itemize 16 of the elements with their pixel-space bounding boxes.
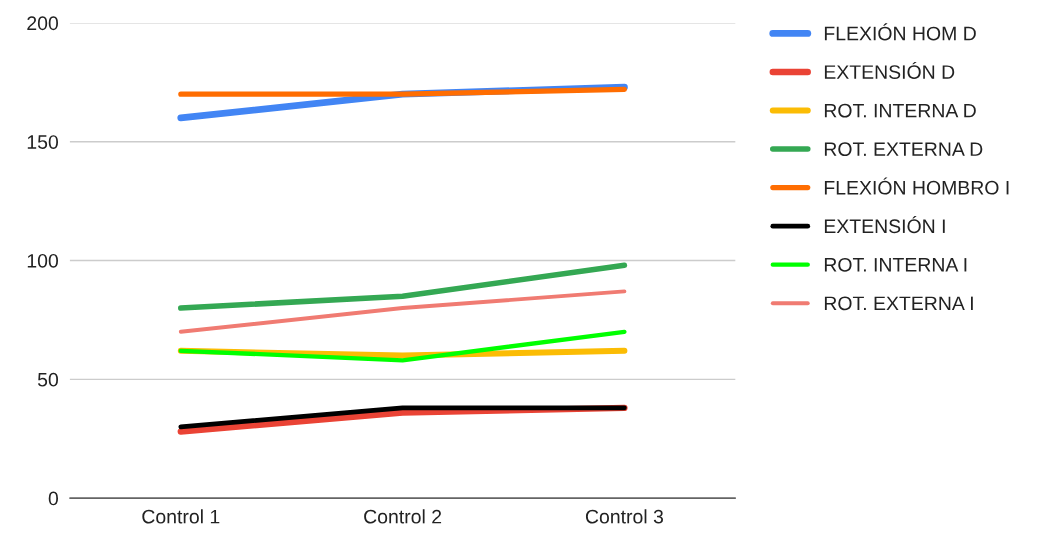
y-tick-label: 0 [48,491,59,506]
legend-label: FLEXIÓN HOMBRO I [824,177,1009,195]
legend-label: EXTENSIÓN D [824,61,955,79]
x-tick-label: Control 3 [585,509,664,524]
legend-label: ROT. EXTERNA D [824,142,983,157]
legend-label: EXTENSIÓN I [824,216,945,234]
y-tick-label: 50 [37,372,59,387]
legend-label: ROT. EXTERNA I [824,296,973,311]
x-tick-label: Control 2 [364,509,442,524]
legend-label: FLEXIÓN HOM D [824,23,976,41]
x-tick-label: Control 1 [142,509,220,524]
y-tick-label: 100 [27,253,59,268]
legend-label: ROT. INTERNA I [824,257,967,272]
legend-label: ROT. INTERNA D [824,103,976,118]
y-tick-label: 200 [27,16,59,31]
y-tick-label: 150 [27,135,59,149]
